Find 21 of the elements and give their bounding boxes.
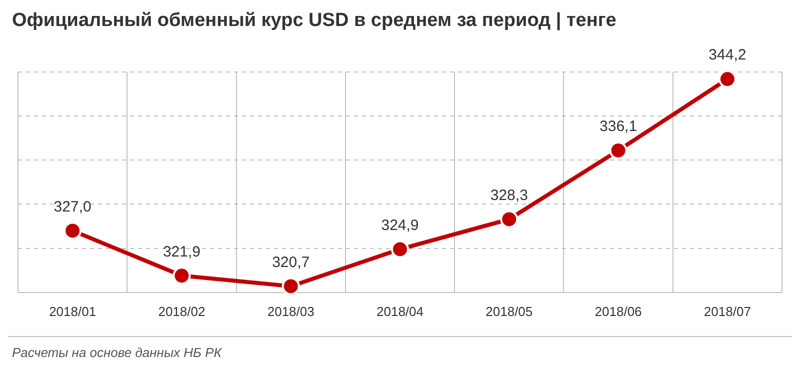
data-label: 344,2: [708, 46, 746, 64]
data-label: 328,3: [490, 186, 528, 204]
point: [500, 210, 518, 228]
x-tick-label: 2018/07: [704, 304, 751, 319]
point: [172, 266, 191, 285]
x-tick-label: 2018/03: [267, 304, 314, 319]
data-label: 324,9: [381, 216, 419, 234]
x-tick-label: 2018/02: [158, 304, 206, 319]
point: [282, 277, 300, 296]
data-label: 336,1: [600, 118, 638, 136]
x-tick-label: 2018/04: [376, 304, 424, 319]
x-tick-label: 2018/01: [49, 304, 96, 319]
data-label: 320,7: [272, 254, 310, 271]
text: Расчеты на основе данных НБ РК: [8, 336, 792, 360]
data-label: 327,0: [54, 198, 92, 216]
point: [391, 240, 409, 258]
x-tick-label: 2018/05: [486, 304, 533, 319]
point: [64, 222, 82, 240]
x-tick-label: 2018/06: [594, 304, 642, 319]
chart-title: Официальный обменный курс USD в среднем за период | тенге: [11, 9, 618, 32]
data-label: 321,9: [162, 243, 200, 260]
